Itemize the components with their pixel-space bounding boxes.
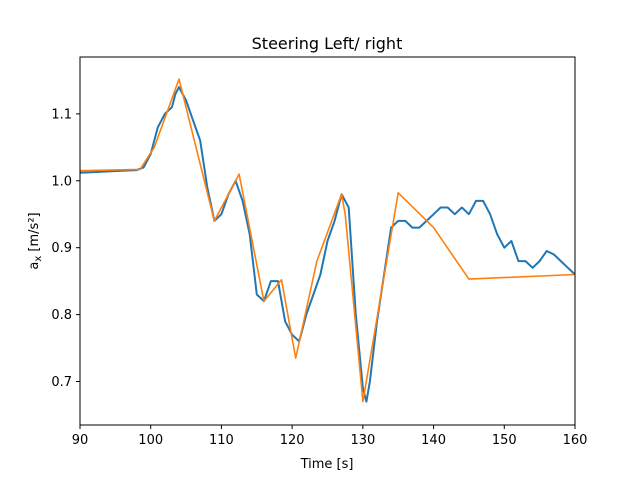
series-layer: [80, 78, 575, 403]
series-line-model: [80, 78, 575, 403]
y-axis: 0.7 0.8 0.9 1.0 1.1: [51, 107, 80, 390]
x-tick-label: 100: [138, 433, 163, 448]
y-axis-label: ax [m/s²]: [27, 212, 44, 269]
x-tick-label: 90: [72, 433, 89, 448]
x-axis: 90 100 110 120 130 140 150 160: [72, 425, 588, 448]
y-tick-label: 0.9: [51, 241, 72, 256]
x-tick-label: 120: [280, 433, 305, 448]
y-tick-label: 1.1: [51, 107, 72, 122]
x-tick-label: 110: [209, 433, 234, 448]
y-axis-label-main: a: [27, 262, 42, 270]
plot-frame: [79, 56, 576, 426]
x-tick-label: 130: [350, 433, 375, 448]
y-tick-label: 0.7: [51, 375, 72, 390]
x-tick-label: 140: [421, 433, 446, 448]
y-tick-label: 0.8: [51, 308, 72, 323]
x-tick-label: 160: [563, 433, 588, 448]
y-axis-label-unit: [m/s²]: [27, 212, 42, 255]
chart-title: Steering Left/ right: [252, 34, 403, 53]
y-tick-label: 1.0: [51, 174, 72, 189]
x-axis-label: Time [s]: [300, 457, 354, 472]
x-tick-label: 150: [492, 433, 517, 448]
y-axis-label-subscript: x: [33, 256, 44, 262]
